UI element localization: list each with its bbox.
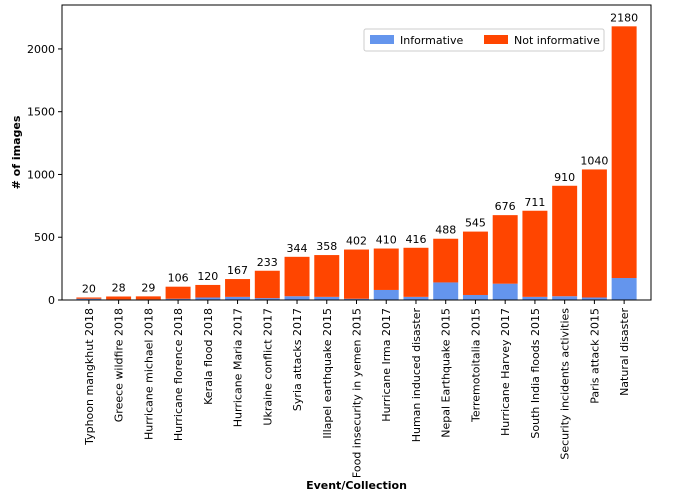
x-tick-label-4: Kerala flood 2018 bbox=[202, 308, 215, 405]
bar-informative-15 bbox=[522, 296, 548, 300]
bar-not-informative-6 bbox=[254, 270, 280, 299]
data-label-13: 545 bbox=[465, 217, 486, 230]
data-label-15: 711 bbox=[524, 196, 545, 209]
bar-informative-11 bbox=[403, 296, 429, 300]
y-axis-title: # of images bbox=[10, 115, 23, 189]
bar-informative-8 bbox=[314, 296, 340, 300]
y-tick-label: 0 bbox=[48, 294, 55, 307]
x-tick-label-14: Hurricane Harvey 2017 bbox=[499, 308, 512, 436]
x-tick-label-15: South India floods 2015 bbox=[529, 308, 542, 439]
x-tick-label-5: Hurricane Maria 2017 bbox=[232, 308, 245, 427]
bar-not-informative-0 bbox=[76, 297, 102, 299]
data-label-16: 910 bbox=[554, 171, 575, 184]
x-tick-label-10: Hurricane Irma 2017 bbox=[380, 308, 393, 422]
bar-not-informative-2 bbox=[135, 296, 161, 300]
bars-group bbox=[76, 26, 637, 300]
x-tick-label-16: Security incidents activities bbox=[559, 308, 572, 460]
data-label-12: 488 bbox=[435, 224, 456, 237]
x-tick-label-0: Typhoon mangkhut 2018 bbox=[83, 308, 96, 446]
data-label-9: 402 bbox=[346, 235, 367, 248]
x-tick-label-6: Ukraine conflict 2017 bbox=[261, 308, 274, 426]
bar-informative-12 bbox=[433, 282, 459, 300]
data-label-2: 29 bbox=[141, 281, 155, 294]
x-tick-label-12: Nepal Earthquake 2015 bbox=[440, 308, 453, 438]
bar-not-informative-5 bbox=[225, 279, 251, 297]
bar-not-informative-4 bbox=[195, 284, 221, 298]
bar-informative-14 bbox=[492, 283, 518, 300]
bar-not-informative-16 bbox=[552, 185, 578, 297]
bar-informative-9 bbox=[344, 298, 369, 300]
legend-swatch-not-informative bbox=[484, 35, 508, 44]
y-axis-ticks: 0 500 1000 1500 2000 bbox=[27, 43, 62, 307]
x-axis-title: Event/Collection bbox=[306, 479, 407, 492]
bar-not-informative-10 bbox=[373, 248, 399, 290]
x-tick-label-9: Food insecurity in yemen 2015 bbox=[351, 308, 364, 478]
bar-informative-7 bbox=[284, 296, 310, 300]
data-label-7: 344 bbox=[287, 242, 308, 255]
bar-informative-13 bbox=[462, 294, 488, 300]
bar-informative-18 bbox=[611, 278, 637, 300]
data-label-0: 20 bbox=[82, 282, 96, 295]
y-tick-label: 2000 bbox=[27, 43, 55, 56]
bar-not-informative-8 bbox=[314, 255, 340, 297]
bar-not-informative-9 bbox=[344, 249, 369, 299]
x-tick-label-1: Greece wildfire 2018 bbox=[113, 308, 126, 422]
bar-not-informative-7 bbox=[284, 256, 310, 297]
y-tick-label: 1000 bbox=[27, 168, 55, 181]
x-tick-label-13: Terremotoitalia 2015 bbox=[469, 308, 482, 423]
data-label-6: 233 bbox=[257, 256, 278, 269]
y-tick-label: 500 bbox=[34, 231, 55, 244]
bar-informative-10 bbox=[373, 289, 399, 300]
data-label-1: 28 bbox=[112, 281, 126, 294]
bar-informative-3 bbox=[165, 298, 191, 300]
data-label-4: 120 bbox=[197, 270, 218, 283]
x-tick-label-18: Natural disaster bbox=[618, 308, 631, 396]
data-label-10: 410 bbox=[376, 234, 397, 247]
bar-informative-5 bbox=[225, 296, 251, 300]
x-tick-label-7: Syria attacks 2017 bbox=[291, 308, 304, 411]
bar-not-informative-13 bbox=[462, 231, 488, 295]
bar-informative-0 bbox=[76, 298, 102, 300]
legend-label-not-informative: Not informative bbox=[514, 34, 600, 47]
bar-not-informative-15 bbox=[522, 210, 548, 297]
data-label-5: 167 bbox=[227, 264, 248, 277]
legend-swatch-informative bbox=[370, 35, 394, 44]
data-label-18: 2180 bbox=[610, 11, 638, 24]
data-labels-group: 20 28 29 106 120 167 233 344 358 402 410 416 488 545 6… bbox=[82, 11, 638, 295]
data-label-11: 416 bbox=[405, 233, 426, 246]
bar-not-informative-11 bbox=[403, 247, 429, 297]
bar-not-informative-1 bbox=[106, 296, 132, 300]
bar-not-informative-17 bbox=[581, 169, 607, 298]
bar-informative-4 bbox=[195, 297, 221, 300]
x-tick-label-11: Human induced disaster bbox=[410, 308, 423, 443]
data-label-3: 106 bbox=[168, 272, 189, 285]
x-tick-label-2: Hurricane michael 2018 bbox=[142, 308, 155, 440]
data-label-8: 358 bbox=[316, 240, 337, 253]
bar-informative-17 bbox=[581, 297, 607, 300]
x-tick-label-3: Hurricane florence 2018 bbox=[172, 308, 185, 441]
bar-not-informative-14 bbox=[492, 215, 518, 284]
y-tick-label: 1500 bbox=[27, 106, 55, 119]
bar-informative-6 bbox=[254, 298, 280, 300]
data-label-14: 676 bbox=[495, 200, 516, 213]
x-tick-label-17: Paris attack 2015 bbox=[588, 308, 601, 404]
x-axis-ticks: Typhoon mangkhut 2018 Greece wildfire 201… bbox=[83, 300, 631, 478]
x-tick-label-8: Illapel earthquake 2015 bbox=[321, 308, 334, 439]
legend-label-informative: Informative bbox=[400, 34, 463, 47]
bar-not-informative-12 bbox=[433, 238, 459, 283]
bar-informative-16 bbox=[552, 296, 578, 300]
bar-not-informative-3 bbox=[165, 286, 191, 299]
bar-not-informative-18 bbox=[611, 26, 637, 279]
legend: Informative Not informative bbox=[363, 28, 605, 52]
data-label-17: 1040 bbox=[580, 154, 608, 167]
